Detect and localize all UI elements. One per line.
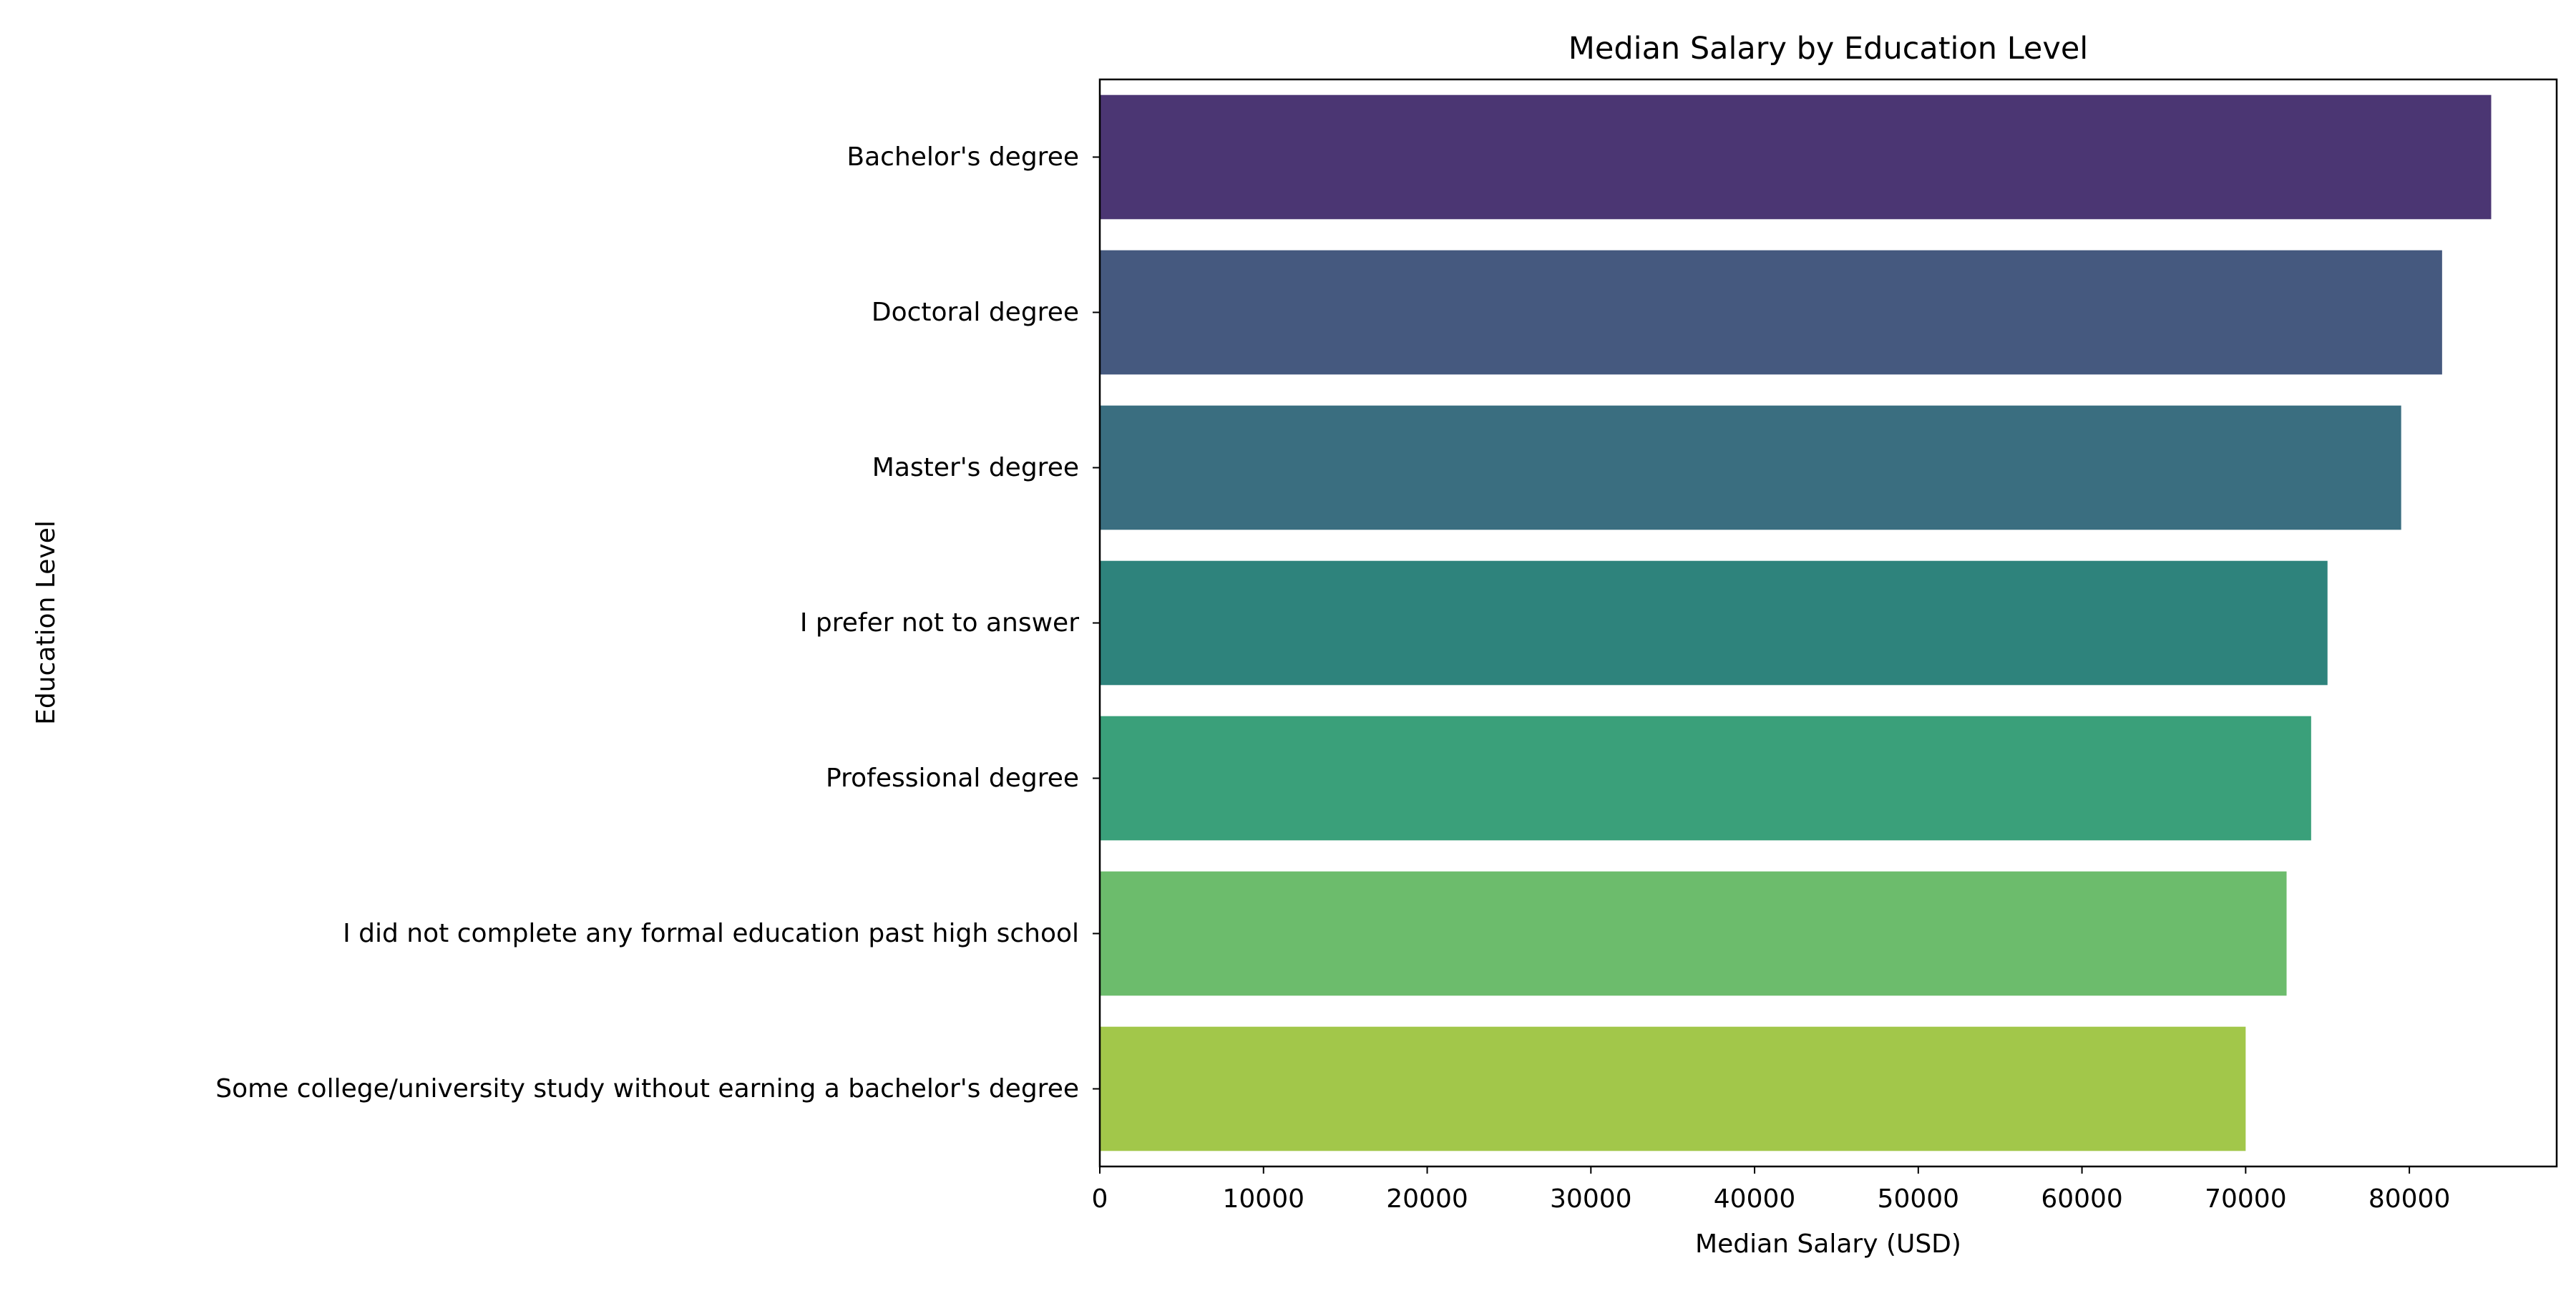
y-tick-label: I prefer not to answer: [800, 608, 1079, 638]
bars-layer: [1100, 94, 2492, 1151]
y-tick-layer: Bachelor's degree Doctoral degree Master's…: [215, 142, 1100, 1104]
y-axis-label: Education Level: [31, 520, 61, 725]
x-tick-label: 10000: [1222, 1184, 1304, 1214]
y-tick-label: Master's degree: [872, 453, 1079, 482]
y-tick-label: I did not complete any formal education …: [343, 919, 1079, 948]
x-tick-label: 70000: [2205, 1184, 2287, 1214]
y-tick-label: Bachelor's degree: [847, 142, 1079, 172]
chart-title: Median Salary by Education Level: [1568, 31, 2088, 67]
x-tick-label: 30000: [1550, 1184, 1632, 1214]
x-tick-label: 0: [1092, 1184, 1108, 1214]
x-tick-label: 20000: [1386, 1184, 1468, 1214]
x-tick-label: 50000: [1878, 1184, 1960, 1214]
x-tick-label: 40000: [1714, 1184, 1796, 1214]
bar-7: [1100, 1026, 2246, 1151]
y-tick-label: Doctoral degree: [872, 298, 1079, 327]
bar-5: [1100, 716, 2311, 841]
bar-2: [1100, 250, 2442, 375]
bar-4: [1100, 560, 2328, 686]
bar-1: [1100, 94, 2492, 220]
x-tick-layer: 0 10000 20000 30000 40000 50000 60000 70000 8000…: [1092, 1166, 2451, 1214]
x-tick-label: 80000: [2368, 1184, 2451, 1214]
y-tick-label: Professional degree: [826, 764, 1079, 793]
bar-3: [1100, 405, 2401, 530]
plot-area-frame: [1098, 78, 2558, 1168]
y-tick-label: Some college/university study without ea…: [215, 1074, 1079, 1104]
bar-6: [1100, 871, 2287, 996]
x-axis-label: Median Salary (USD): [1695, 1229, 1961, 1259]
x-tick-label: 60000: [2041, 1184, 2123, 1214]
